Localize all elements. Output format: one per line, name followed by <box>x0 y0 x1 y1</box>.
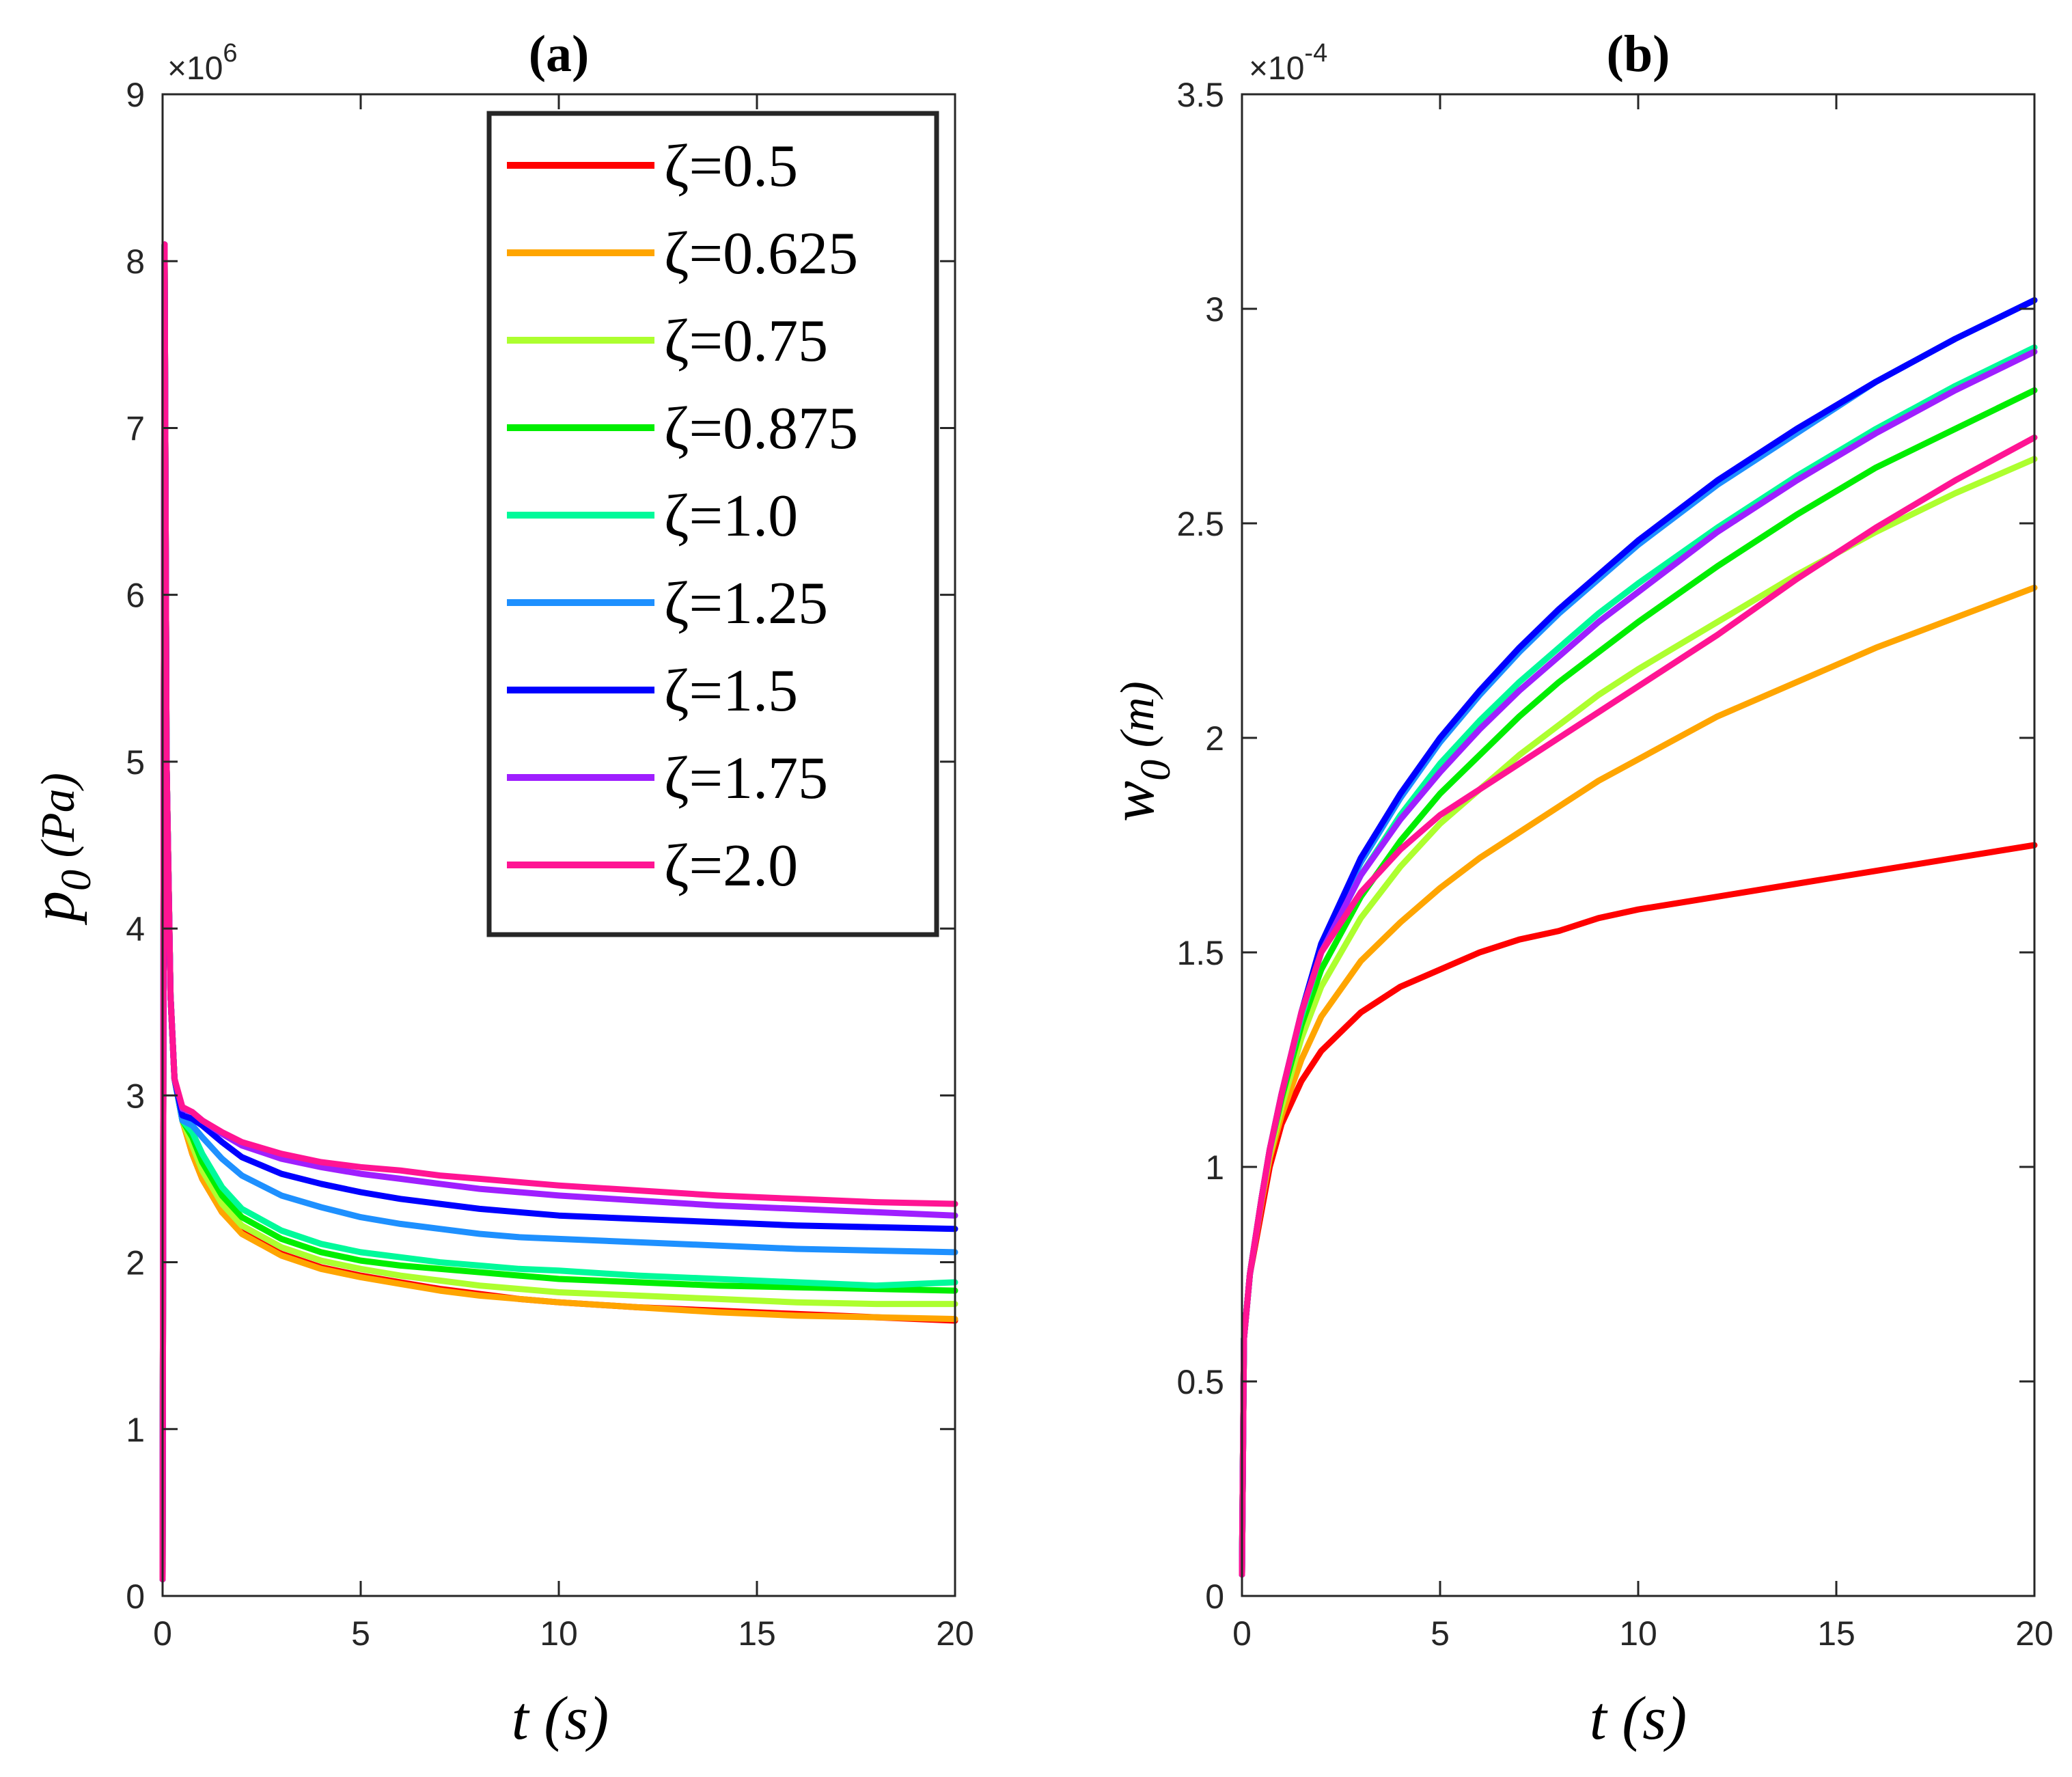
legend-label-8: ζ=2.0 <box>664 833 798 899</box>
panel-a-y-tick-label: 1 <box>126 1411 145 1449</box>
panel-b-x-tick-label: 10 <box>1619 1614 1657 1653</box>
panel-b-x-axis-label: t (s) <box>1590 1685 1687 1752</box>
legend-label-4: ζ=1.0 <box>664 483 798 549</box>
panel-b-y-tick-label: 0 <box>1205 1578 1224 1616</box>
panel-b-y-tick-label: 2 <box>1205 719 1224 758</box>
panel-a-y-axis-unit-text: (Pa) <box>32 773 85 857</box>
panel-b-y-exponent-base: ×10 <box>1249 51 1304 87</box>
legend-label-6: ζ=1.5 <box>664 658 798 724</box>
panel-b-y-tick-label: 1.5 <box>1176 934 1224 972</box>
panel-b-y-axis-subscript: 0 <box>1133 760 1179 781</box>
legend-label-1: ζ=0.625 <box>664 221 858 287</box>
legend-label-3: ζ=0.875 <box>664 396 858 462</box>
panel-b-y-axis-unit-text: (m) <box>1111 681 1164 747</box>
panel-b-y-exponent-power: -4 <box>1304 39 1327 68</box>
panel-a-y-exponent-power: 6 <box>223 39 237 68</box>
legend: ζ=0.5 ζ=0.625 ζ=0.75 ζ=0.875 ζ=1.0 ζ=1.25 ζ=1.… <box>486 111 939 937</box>
panel-a-ticks: 0 5 10 15 20 0 1 2 3 4 5 6 7 8 9 <box>126 76 974 1653</box>
panel-b-title: (b) <box>1607 25 1670 83</box>
panel-a-x-tick-label: 20 <box>936 1614 974 1653</box>
legend-label-7: ζ=1.75 <box>664 745 828 812</box>
panel-a-y-tick-label: 2 <box>126 1244 145 1282</box>
panel-b-ticks: 0 5 10 15 20 0 0.5 1 1.5 2 2.5 3 3.5 <box>1176 76 2053 1653</box>
panel-b-y-axis-label: w0 (m) <box>1099 681 1179 822</box>
panel-a-y-axis-unit <box>32 857 85 870</box>
panel-a-series-line-8 <box>159 241 958 1583</box>
panel-a-y-axis-symbol: p <box>20 891 87 926</box>
panel-b-x-tick-label: 20 <box>2015 1614 2054 1653</box>
panel-a-plot-area <box>159 241 958 1583</box>
panel-a-title: (a) <box>529 25 590 83</box>
panel-b-y-tick-label: 2.5 <box>1176 505 1224 543</box>
panel-b-x-tick-label: 15 <box>1817 1614 1855 1653</box>
panel-b-displacement-chart: 0 5 10 15 20 0 0.5 1 1.5 2 2.5 3 3.5 (b) ×10-4 t (s)… <box>1099 25 2054 1752</box>
legend-label-5: ζ=1.25 <box>664 570 828 637</box>
panel-b-y-tick-label: 3.5 <box>1176 76 1224 114</box>
panel-a-y-exponent: ×106 <box>167 39 238 87</box>
panel-a-x-tick-label: 10 <box>540 1614 578 1653</box>
panel-b-plot-area <box>1239 297 2038 1578</box>
panel-a-y-tick-label: 4 <box>126 910 145 948</box>
panel-a-y-tick-label: 5 <box>126 743 145 782</box>
panel-a-y-exponent-base: ×10 <box>167 51 223 87</box>
panel-b-y-axis-symbol: w <box>1099 781 1167 822</box>
panel-a-y-tick-label: 9 <box>126 76 145 114</box>
panel-b-y-tick-label: 1 <box>1205 1148 1224 1187</box>
panel-b-x-tick-label: 5 <box>1431 1614 1450 1653</box>
panel-b-x-tick-label: 0 <box>1232 1614 1252 1653</box>
panel-b-y-exponent: ×10-4 <box>1249 39 1327 87</box>
panel-a-y-axis-label: p0 (Pa) <box>20 773 100 926</box>
legend-label-2: ζ=0.75 <box>664 308 828 374</box>
panel-a-y-tick-label: 3 <box>126 1077 145 1115</box>
panel-b-y-tick-label: 3 <box>1205 290 1224 329</box>
panel-b-y-tick-label: 0.5 <box>1176 1363 1224 1401</box>
panel-b-y-axis-unit <box>1111 747 1164 760</box>
legend-label-0: ζ=0.5 <box>664 133 798 199</box>
panel-a-y-tick-label: 8 <box>126 243 145 281</box>
panel-a-x-axis-label: t (s) <box>512 1685 609 1752</box>
panel-a-y-axis-subscript: 0 <box>53 870 100 891</box>
panel-a-x-tick-label: 15 <box>738 1614 776 1653</box>
panel-a-x-tick-label: 5 <box>351 1614 370 1653</box>
panel-b-series-line-8 <box>1239 434 2038 1578</box>
legend-entries: ζ=0.5 ζ=0.625 ζ=0.75 ζ=0.875 ζ=1.0 ζ=1.25 ζ=1.… <box>507 133 858 899</box>
panel-a-y-tick-label: 0 <box>126 1578 145 1616</box>
panel-a-y-tick-label: 7 <box>126 409 145 447</box>
panel-a-y-tick-label: 6 <box>126 577 145 615</box>
panel-a-x-tick-label: 0 <box>153 1614 172 1653</box>
